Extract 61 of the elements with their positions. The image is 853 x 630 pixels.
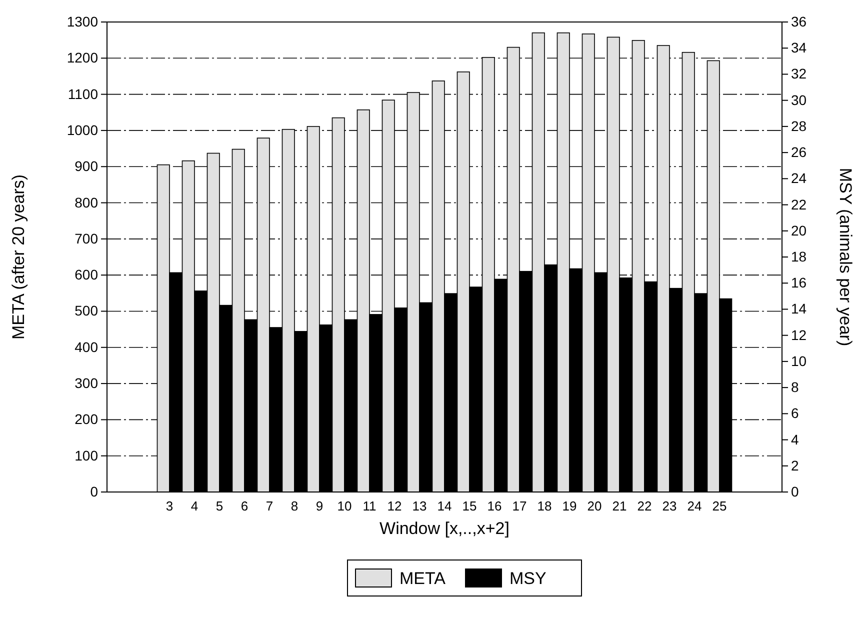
x-tick-label: 15	[462, 498, 477, 514]
x-axis-title: Window [x,..,x+2]	[380, 519, 510, 538]
y-tick-label: 700	[74, 230, 98, 246]
x-tick-label: 5	[216, 498, 224, 514]
y-tick-label: 800	[74, 194, 98, 210]
x-tick-label: 16	[487, 498, 502, 514]
x-tick-label: 17	[512, 498, 527, 514]
y2-tick-label: 0	[791, 483, 799, 500]
x-tick-label: 14	[437, 498, 452, 514]
y2-tick-label: 36	[791, 13, 807, 30]
y2-tick-label: 32	[791, 66, 807, 82]
x-tick-label: 12	[387, 498, 402, 514]
x-tick-label: 13	[412, 498, 427, 514]
y2-tick-label: 20	[791, 222, 807, 238]
y2-tick-label: 34	[791, 40, 807, 56]
x-tick-label: 9	[316, 498, 324, 514]
y-tick-label: 1200	[66, 50, 98, 66]
y2-tick-label: 12	[791, 326, 807, 343]
y-axis-title: META (after 20 years)	[9, 174, 28, 340]
x-tick-label: 8	[290, 498, 298, 514]
y2-tick-label: 18	[791, 248, 807, 264]
y2-tick-label: 8	[791, 379, 799, 396]
y-tick-label: 1100	[68, 86, 98, 102]
y2-tick-label: 24	[791, 170, 807, 186]
y-tick-label: 0	[90, 483, 98, 500]
x-tick-label: 20	[587, 498, 602, 514]
x-tick-label: 11	[362, 498, 376, 514]
y2-tick-label: 16	[791, 274, 807, 291]
y-tick-label: 600	[74, 266, 98, 283]
y2-tick-label: 22	[791, 196, 807, 212]
y-tick-label: 100	[74, 447, 98, 464]
x-tick-label: 7	[266, 498, 274, 514]
y-tick-label: 1000	[66, 122, 98, 138]
y-tick-label: 200	[74, 411, 98, 428]
y2-tick-label: 4	[791, 431, 799, 448]
x-tick-label: 19	[562, 498, 577, 514]
y2-tick-label: 26	[791, 144, 807, 160]
y2-tick-label: 10	[791, 352, 807, 369]
y2-tick-label: 2	[791, 457, 799, 474]
y2-tick-label: 14	[791, 300, 807, 317]
x-tick-label: 4	[190, 498, 198, 514]
x-tick-label: 6	[240, 498, 248, 514]
y2-tick-label: 28	[791, 118, 807, 134]
x-tick-label: 25	[712, 498, 727, 514]
x-tick-label: 10	[337, 498, 352, 514]
y-tick-label: 500	[74, 302, 98, 319]
legend-label: MSY	[510, 569, 546, 588]
x-tick-label: 24	[687, 498, 702, 514]
x-tick-label: 21	[612, 498, 627, 514]
y2-tick-label: 30	[791, 92, 807, 108]
x-tick-label: 23	[662, 498, 677, 514]
y-tick-label: 900	[74, 158, 98, 174]
legend-label: META	[400, 569, 446, 588]
x-tick-label: 3	[166, 498, 174, 514]
y-tick-label: 1300	[66, 13, 98, 30]
x-tick-label: 22	[637, 498, 652, 514]
y-tick-label: 300	[74, 375, 98, 392]
y2-tick-label: 6	[791, 405, 799, 422]
x-tick-label: 18	[537, 498, 552, 514]
y-tick-label: 400	[74, 338, 98, 355]
y2-axis-title: MSY (animals per year)	[836, 168, 853, 346]
